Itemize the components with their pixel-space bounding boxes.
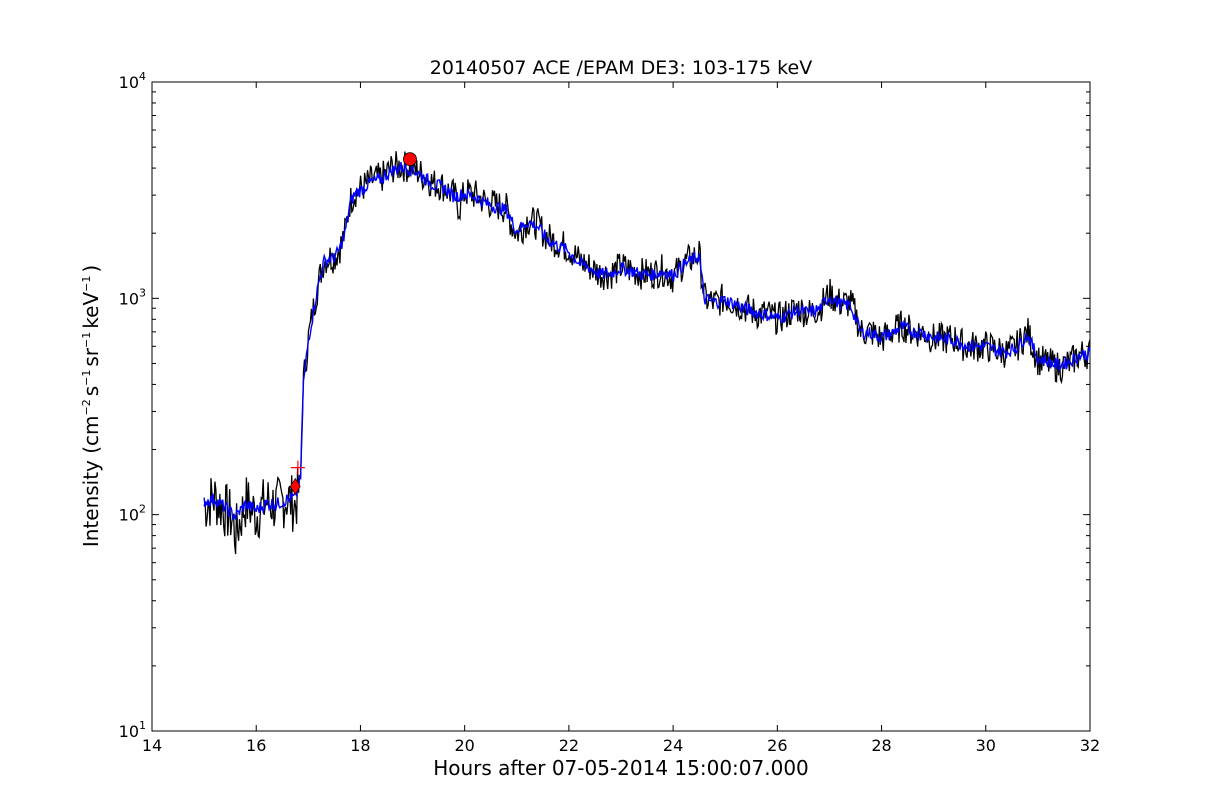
x-axis-label: Hours after 07-05-2014 15:00:07.000 [433, 756, 809, 780]
marker-onset [289, 477, 301, 496]
marker-onset-cross [290, 460, 305, 475]
y-tick-label: 103 [119, 286, 146, 308]
series-line-smoothed [203, 161, 1091, 520]
x-tick-label: 26 [767, 736, 787, 755]
x-tick-label: 28 [871, 736, 891, 755]
y-axis-label: Intensity (cm−2s−1sr−1keV−1) [79, 265, 103, 547]
x-tick-label: 18 [350, 736, 370, 755]
x-tick-label: 32 [1080, 736, 1100, 755]
y-tick-label: 101 [119, 719, 146, 741]
x-tick-label: 14 [142, 736, 162, 755]
series-layer [203, 151, 1091, 555]
chart-title: 20140507 ACE /EPAM DE3: 103-175 keV [430, 57, 812, 79]
plot-area: 14 16 18 20 22 24 26 28 30 32 101 102 103 104 [119, 70, 1101, 755]
plot-frame [151, 81, 1091, 732]
x-tick-label: 16 [246, 736, 266, 755]
x-tick-label: 22 [559, 736, 579, 755]
marker-peak [403, 152, 417, 167]
y-tick-label: 104 [119, 70, 146, 92]
x-tick-label: 20 [454, 736, 474, 755]
y-tick-label: 102 [119, 503, 146, 525]
x-axis-ticks: 14 16 18 20 22 24 26 28 30 32 [142, 82, 1100, 755]
x-tick-label: 24 [663, 736, 683, 755]
marker-layer [289, 152, 417, 496]
y-axis-ticks: 101 102 103 104 [119, 70, 1090, 741]
x-tick-label: 30 [976, 736, 996, 755]
series-line-raw [203, 151, 1091, 555]
